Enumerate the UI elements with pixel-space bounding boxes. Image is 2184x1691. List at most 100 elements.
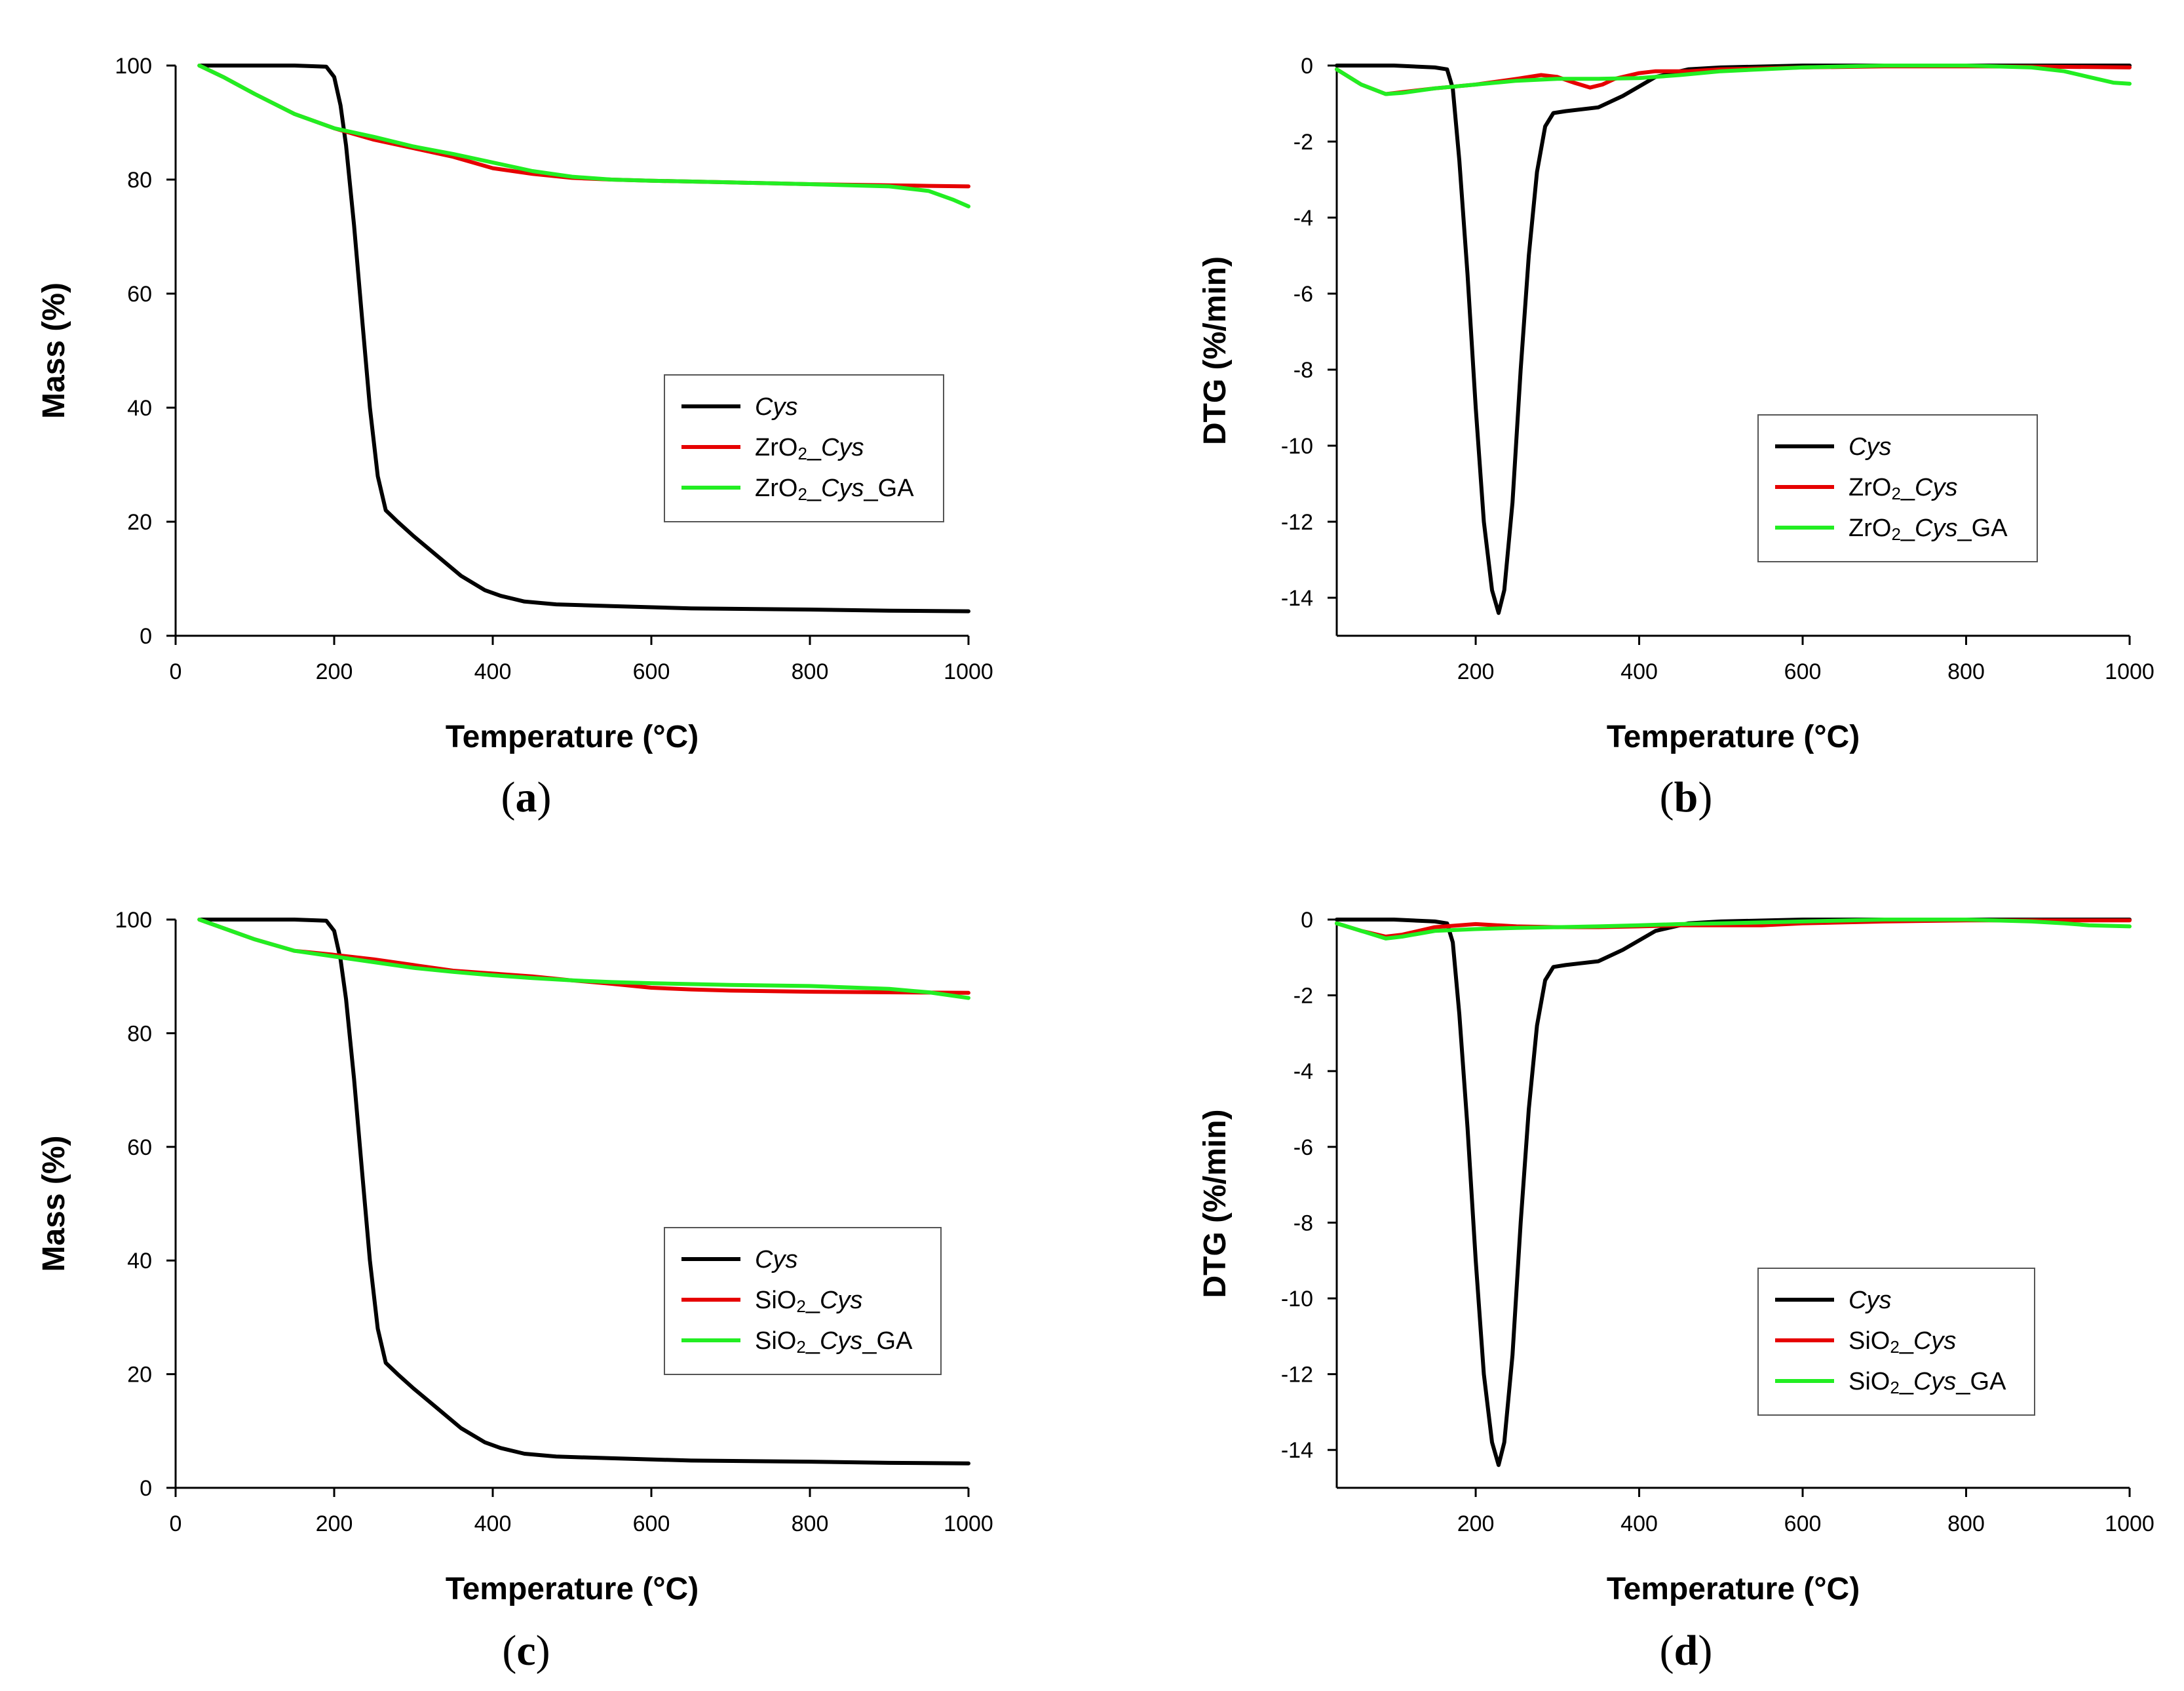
legend-label-SiO2_Cys-part-0: SiO bbox=[755, 1287, 796, 1314]
panel-label: (b) bbox=[1660, 773, 1713, 821]
y-tick-label: 0 bbox=[1301, 54, 1313, 79]
legend-label-SiO2_Cys_GA-part-1: 2 bbox=[1890, 1378, 1899, 1397]
y-tick-label: -12 bbox=[1281, 1363, 1313, 1388]
legend-label-ZrO2_Cys-part-3: Cys bbox=[1915, 474, 1957, 501]
x-tick-label: 0 bbox=[170, 1511, 182, 1536]
legend: Cys SiO2_Cys SiO2_Cys_GA bbox=[1757, 1268, 2035, 1416]
y-tick-label: -8 bbox=[1293, 1211, 1313, 1235]
series-line-Cys bbox=[197, 918, 970, 1466]
legend-label-Cys: Cys bbox=[755, 393, 797, 421]
series-line-ZrO2_Cys_GA bbox=[1335, 64, 2132, 96]
legend-label-ZrO2_Cys: ZrO2_Cys bbox=[1849, 474, 1958, 503]
panel-label-close: ) bbox=[537, 773, 552, 821]
legend-label-ZrO2_Cys-part-1: 2 bbox=[797, 444, 807, 463]
y-tick-label: -8 bbox=[1293, 358, 1313, 383]
panel-label-close: ) bbox=[536, 1627, 550, 1675]
legend-label-SiO2_Cys-part-1: 2 bbox=[796, 1296, 805, 1316]
y-tick-label: 0 bbox=[1301, 908, 1313, 933]
legend-label-ZrO2_Cys-part-2: _ bbox=[1900, 474, 1915, 501]
y-tick-label: 0 bbox=[140, 1476, 152, 1501]
legend-label-SiO2_Cys_GA-part-4: _GA bbox=[1955, 1368, 2006, 1395]
legend-label-SiO2_Cys-part-2: _ bbox=[805, 1287, 820, 1314]
legend-label-ZrO2_Cys_GA-part-4: _GA bbox=[1957, 515, 2008, 542]
y-tick-label: -14 bbox=[1281, 586, 1313, 611]
legend-label-ZrO2_Cys_GA-part-3: Cys bbox=[1915, 515, 1957, 542]
x-tick-label: 400 bbox=[474, 659, 512, 684]
x-tick-label: 0 bbox=[170, 659, 182, 684]
x-axis-title: Temperature (°C) bbox=[1607, 720, 1860, 754]
series-line-Cys bbox=[197, 64, 970, 613]
legend-label-ZrO2_Cys-part-3: Cys bbox=[821, 434, 864, 461]
series-line-SiO2_Cys_GA bbox=[197, 918, 970, 1000]
legend-label-ZrO2_Cys_GA-part-3: Cys bbox=[821, 475, 864, 502]
x-tick-label: 200 bbox=[316, 1511, 353, 1536]
legend-label-SiO2_Cys-part-1: 2 bbox=[1890, 1337, 1899, 1357]
x-tick-label: 400 bbox=[474, 1511, 512, 1536]
legend-label-ZrO2_Cys_GA-part-2: _ bbox=[807, 475, 822, 502]
legend-label-ZrO2_Cys: ZrO2_Cys bbox=[755, 434, 864, 463]
panel-label: (c) bbox=[502, 1627, 550, 1675]
y-tick-label: -6 bbox=[1293, 1135, 1313, 1160]
x-tick-label: 600 bbox=[633, 1511, 670, 1536]
legend-label-SiO2_Cys_GA-part-2: _ bbox=[1899, 1368, 1914, 1395]
y-tick-label: 20 bbox=[127, 510, 152, 535]
panel-label-letter: a bbox=[516, 773, 537, 821]
y-tick-label: -14 bbox=[1281, 1438, 1313, 1463]
x-tick-label: 400 bbox=[1620, 1511, 1658, 1536]
legend-label-Cys: Cys bbox=[1849, 1287, 1891, 1314]
x-tick-label: 800 bbox=[792, 1511, 829, 1536]
panel-label-open: ( bbox=[502, 1627, 516, 1675]
legend-label-SiO2_Cys-part-2: _ bbox=[1899, 1327, 1914, 1355]
legend-label-SiO2_Cys_GA-part-1: 2 bbox=[796, 1337, 805, 1357]
legend-label-SiO2_Cys_GA-part-4: _GA bbox=[862, 1327, 913, 1355]
panel-label-open: ( bbox=[501, 773, 516, 821]
legend-label-SiO2_Cys_GA: SiO2_Cys_GA bbox=[1849, 1368, 2006, 1397]
x-axis-title: Temperature (°C) bbox=[446, 1572, 699, 1606]
x-tick-label: 1000 bbox=[2105, 659, 2155, 684]
series-line-ZrO2_Cys bbox=[197, 64, 970, 189]
y-tick-label: -4 bbox=[1293, 1059, 1313, 1084]
legend-label-SiO2_Cys_GA-part-0: SiO bbox=[755, 1327, 796, 1355]
y-tick-label: -12 bbox=[1281, 510, 1313, 535]
y-axis-title: DTG (%/min) bbox=[1198, 256, 1233, 445]
x-axis-title: Temperature (°C) bbox=[446, 720, 699, 754]
panel-label-open: ( bbox=[1660, 1627, 1674, 1675]
x-tick-label: 600 bbox=[1784, 1511, 1822, 1536]
y-tick-label: -6 bbox=[1293, 282, 1313, 307]
legend-label-SiO2_Cys: SiO2_Cys bbox=[1849, 1327, 1956, 1357]
legend-label-Cys-part-0: Cys bbox=[755, 393, 797, 421]
legend-label-ZrO2_Cys-part-2: _ bbox=[807, 434, 822, 461]
series-line-SiO2_Cys_GA bbox=[1335, 918, 2132, 941]
legend-label-SiO2_Cys_GA-part-3: Cys bbox=[1913, 1368, 1956, 1395]
x-tick-label: 800 bbox=[1947, 659, 1985, 684]
y-axis-title: Mass (%) bbox=[37, 1135, 71, 1272]
x-tick-label: 200 bbox=[1457, 1511, 1495, 1536]
y-tick-label: 20 bbox=[127, 1363, 152, 1388]
y-tick-label: 80 bbox=[127, 1021, 152, 1046]
x-tick-label: 600 bbox=[1784, 659, 1822, 684]
panel-label-letter: d bbox=[1674, 1627, 1698, 1675]
legend-label-Cys-part-0: Cys bbox=[1849, 1287, 1891, 1314]
x-tick-label: 200 bbox=[1457, 659, 1495, 684]
legend-label-SiO2_Cys_GA-part-2: _ bbox=[805, 1327, 820, 1355]
y-tick-label: -4 bbox=[1293, 206, 1313, 231]
series-line-ZrO2_Cys_GA bbox=[197, 64, 970, 208]
legend-label-Cys: Cys bbox=[755, 1246, 797, 1273]
y-axis-title: Mass (%) bbox=[37, 282, 71, 419]
y-axis-title: DTG (%/min) bbox=[1198, 1110, 1233, 1298]
y-tick-label: 0 bbox=[140, 624, 152, 649]
legend-label-ZrO2_Cys_GA-part-0: ZrO bbox=[755, 475, 797, 502]
x-tick-label: 1000 bbox=[944, 659, 993, 684]
x-tick-label: 600 bbox=[633, 659, 670, 684]
x-tick-label: 1000 bbox=[2105, 1511, 2155, 1536]
x-tick-label: 800 bbox=[1947, 1511, 1985, 1536]
legend-label-Cys-part-0: Cys bbox=[755, 1246, 797, 1273]
y-tick-label: 100 bbox=[115, 54, 152, 79]
legend-label-ZrO2_Cys_GA-part-2: _ bbox=[1900, 515, 1915, 542]
y-tick-label: 40 bbox=[127, 396, 152, 421]
